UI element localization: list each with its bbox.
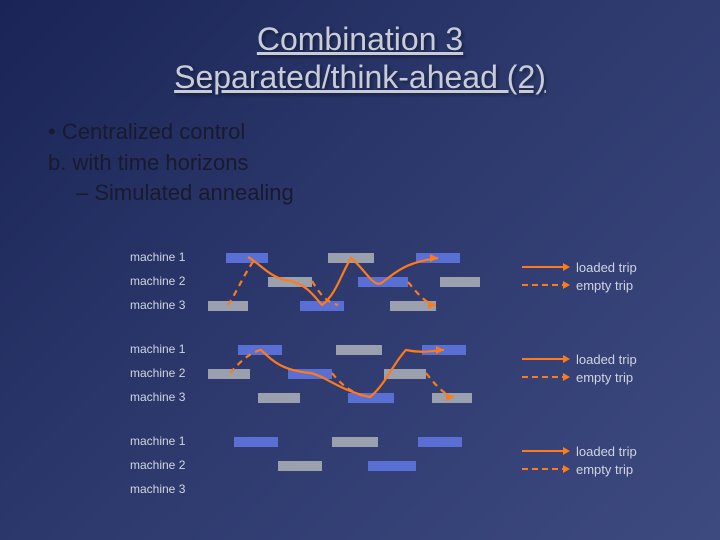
row-label: machine 1 bbox=[130, 250, 200, 264]
legend-loaded: loaded trip bbox=[522, 442, 637, 460]
gantt-bar bbox=[416, 253, 460, 263]
row-label: machine 1 bbox=[130, 342, 200, 356]
row-label: machine 2 bbox=[130, 274, 200, 288]
legend-loaded-label: loaded trip bbox=[576, 260, 637, 275]
legend-loaded-label: loaded trip bbox=[576, 444, 637, 459]
gantt-bar bbox=[418, 437, 462, 447]
gantt-bar bbox=[300, 301, 344, 311]
title-line-2: Separated/think-ahead (2) bbox=[174, 59, 546, 95]
row-label: machine 3 bbox=[130, 298, 200, 312]
gantt-bar bbox=[358, 277, 408, 287]
legend-empty-label: empty trip bbox=[576, 462, 633, 477]
arrow-dashed-icon bbox=[522, 376, 568, 378]
gantt-bar bbox=[328, 253, 374, 263]
row-label: machine 2 bbox=[130, 458, 200, 472]
legend-empty: empty trip bbox=[522, 368, 637, 386]
legend: loaded trip empty trip bbox=[522, 258, 637, 294]
gantt-bar bbox=[288, 369, 332, 379]
bullet-l3: Simulated annealing bbox=[76, 178, 720, 209]
gantt-bar bbox=[348, 393, 394, 403]
row-label: machine 2 bbox=[130, 366, 200, 380]
title-line-1: Combination 3 bbox=[257, 21, 463, 57]
arrow-dashed-icon bbox=[522, 468, 568, 470]
gantt-bar bbox=[390, 301, 436, 311]
gantt-bar bbox=[384, 369, 426, 379]
gantt-bar bbox=[268, 277, 312, 287]
gantt-bar bbox=[336, 345, 382, 355]
legend-loaded-label: loaded trip bbox=[576, 352, 637, 367]
legend-empty-label: empty trip bbox=[576, 278, 633, 293]
gantt-bar bbox=[208, 301, 248, 311]
row-label: machine 3 bbox=[130, 482, 200, 496]
gantt bbox=[208, 250, 498, 322]
bullet-list: Centralized control b. with time horizon… bbox=[48, 117, 720, 209]
gantt-bar bbox=[234, 437, 278, 447]
gantt-bar bbox=[440, 277, 480, 287]
legend-empty: empty trip bbox=[522, 460, 637, 478]
legend: loaded trip empty trip bbox=[522, 350, 637, 386]
arrow-dashed-icon bbox=[522, 284, 568, 286]
slide-title: Combination 3 Separated/think-ahead (2) bbox=[0, 0, 720, 97]
bullet-l2: b. with time horizons bbox=[48, 148, 720, 179]
arrow-solid-icon bbox=[522, 358, 568, 360]
gantt-bar bbox=[226, 253, 268, 263]
arrow-solid-icon bbox=[522, 266, 568, 268]
chart-area: machine 1 machine 2 machine 3 loaded trip em… bbox=[130, 250, 660, 526]
gantt-bar bbox=[422, 345, 466, 355]
gantt-bar bbox=[432, 393, 472, 403]
legend-loaded: loaded trip bbox=[522, 258, 637, 276]
legend: loaded trip empty trip bbox=[522, 442, 637, 478]
gantt-bar bbox=[368, 461, 416, 471]
row-label: machine 3 bbox=[130, 390, 200, 404]
legend-empty: empty trip bbox=[522, 276, 637, 294]
chart-block: machine 1 machine 2 machine 3 loaded trip em… bbox=[130, 250, 660, 328]
chart-block: machine 1 machine 2 machine 3 loaded trip em… bbox=[130, 434, 660, 512]
arrow-solid-icon bbox=[522, 450, 568, 452]
row-label: machine 1 bbox=[130, 434, 200, 448]
gantt-bar bbox=[208, 369, 250, 379]
gantt-bar bbox=[278, 461, 322, 471]
gantt-bar bbox=[332, 437, 378, 447]
gantt bbox=[208, 434, 498, 506]
chart-block: machine 1 machine 2 machine 3 loaded trip em… bbox=[130, 342, 660, 420]
gantt-bar bbox=[238, 345, 282, 355]
legend-empty-label: empty trip bbox=[576, 370, 633, 385]
gantt-bar bbox=[258, 393, 300, 403]
bullet-l1: Centralized control bbox=[48, 117, 720, 148]
gantt bbox=[208, 342, 498, 414]
legend-loaded: loaded trip bbox=[522, 350, 637, 368]
